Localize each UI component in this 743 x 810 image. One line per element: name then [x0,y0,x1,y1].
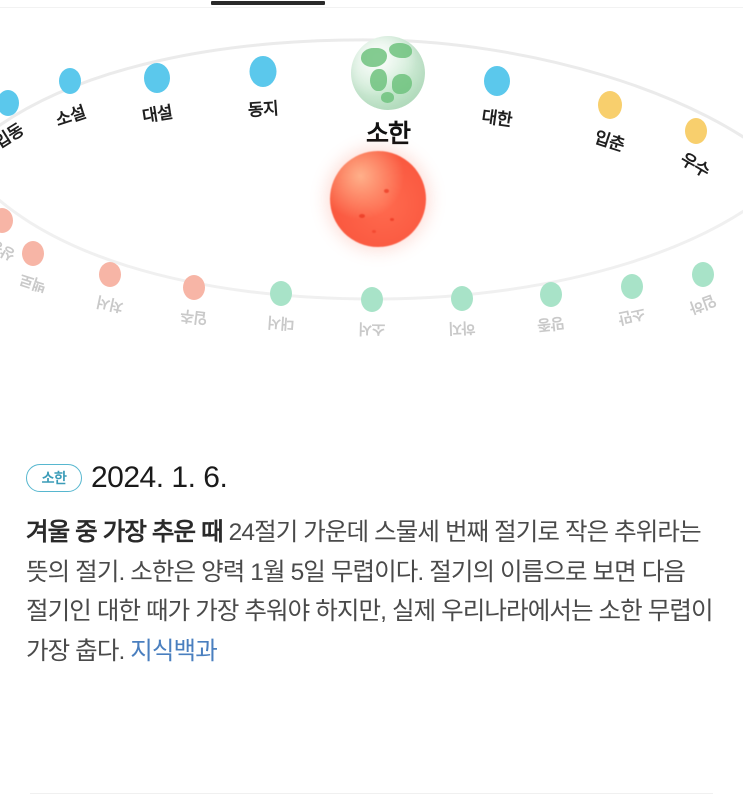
sun-icon [330,151,426,247]
current-term-label: 소한 [365,120,411,148]
solar-term-dot [598,91,622,119]
solar-term-label: 입추 [179,306,209,327]
solar-terms-orbit-diagram: 소한 입동 소설 대설 동지 대한 입춘 [0,8,743,438]
solar-term-label: 망종 [536,313,566,334]
solar-term-dot [22,241,44,266]
term-badge[interactable]: 소한 [26,464,82,492]
solar-term-dot [270,281,292,306]
solar-term-dot [99,262,121,287]
solar-term-dot [685,118,707,144]
solar-term-label: 하지 [448,318,476,337]
solar-term-dot [621,274,643,299]
earth-icon [351,36,425,110]
article-body: 겨울 중 가장 추운 때 24절기 가운데 스물세 번째 절기로 작은 추위라는… [26,513,720,672]
solar-term-dot [451,286,473,311]
solar-term-label: 소서 [358,319,386,338]
headline-row: 소한 2024. 1. 6. [26,455,720,501]
solar-term-label: 동지 [247,98,279,121]
solar-term-dot [0,90,19,116]
solar-term-dot [59,68,81,94]
solar-term-dot [540,282,562,307]
solar-term-dot [144,63,170,93]
solar-term-dot [361,287,383,312]
solar-term-dot [249,56,277,87]
footer-divider [30,793,713,794]
top-tab-bar [0,0,743,8]
solar-term-dot [484,66,510,96]
article-section: 소한 2024. 1. 6. 겨울 중 가장 추운 때 24절기 가운데 스물세… [26,455,720,672]
date-text: 2024. 1. 6. [91,461,228,494]
source-link[interactable]: 지식백과 [130,638,217,666]
solar-term-label: 대서 [267,313,295,332]
solar-term-dot [0,208,13,233]
article-description: 24절기 가운데 스물세 번째 절기로 작은 추위라는 뜻의 절기. 소한은 양… [26,519,714,666]
solar-term-dot [692,262,714,287]
active-tab-indicator[interactable] [211,1,325,5]
solar-term-label: 대한 [480,106,514,130]
article-lead: 겨울 중 가장 추운 때 [26,519,224,546]
solar-term-dot [183,275,205,300]
solar-term-label: 대설 [140,102,174,127]
